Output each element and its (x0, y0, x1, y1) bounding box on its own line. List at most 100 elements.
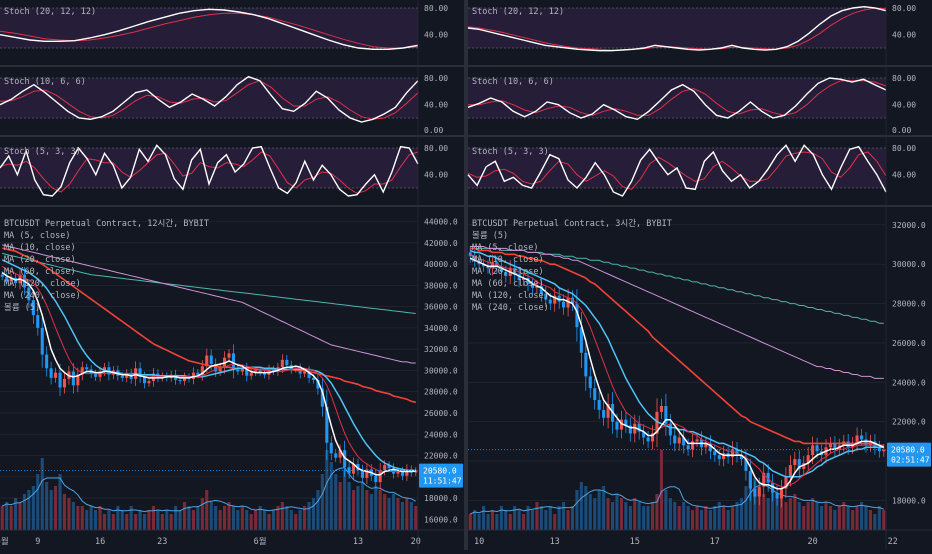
legend-item[interactable]: 볼륨 (5) (4, 302, 40, 313)
volume-bar (633, 498, 637, 530)
legend-item[interactable]: MA (240, close) (4, 291, 81, 301)
legend-item[interactable]: MA (60, close) (4, 267, 76, 277)
candle-body (58, 372, 62, 388)
candle-body (85, 367, 89, 370)
stoch-panel-2[interactable]: Stoch (10, 6, 6) 80.00 40.00 0.00 (467, 74, 932, 137)
candle-body (570, 297, 574, 304)
candle-body (682, 437, 686, 446)
candle-body (860, 435, 864, 440)
candle-body (766, 472, 770, 483)
volume-bar (98, 506, 102, 530)
legend-item[interactable]: MA (20, close) (4, 255, 76, 265)
candle-body (316, 380, 320, 389)
volume-bar (254, 510, 258, 530)
volume-bar (842, 502, 846, 530)
candle-body (873, 441, 877, 448)
volume-bar (280, 502, 284, 530)
legend-item[interactable]: MA (10, close) (472, 255, 544, 265)
volume-bar (877, 506, 881, 530)
candle-body (779, 488, 783, 499)
legend-item[interactable]: MA (60, close) (472, 279, 544, 289)
volume-bar (802, 506, 806, 530)
candle-body (517, 274, 521, 280)
stoch-title: Stoch (5, 3, 3) (4, 147, 81, 157)
stoch-tick-label: 80.00 (424, 74, 448, 83)
stoch-panel-3[interactable]: Stoch (5, 3, 3) 80.00 40.00 (467, 144, 932, 207)
volume-bar (544, 510, 548, 530)
candle-body (0, 274, 4, 277)
volume-bar (873, 514, 877, 530)
volume-bar (731, 506, 735, 530)
candle-body (396, 471, 400, 474)
candle-body (686, 445, 690, 450)
price-panel[interactable]: BTCUSDT Perpetual Contract, 12시간, BYBIT M… (0, 0, 464, 550)
volume-bar (642, 506, 646, 530)
volume-bar (369, 494, 373, 530)
volume-bar (191, 510, 195, 530)
price-tick-label: 26000.0 (892, 339, 926, 348)
volume-bar (655, 494, 659, 530)
legend-item[interactable]: 볼륨 (5) (472, 230, 508, 241)
volume-bar (383, 494, 387, 530)
volume-bar (651, 502, 655, 530)
candle-body (102, 367, 106, 372)
candle-body (708, 443, 712, 452)
ma20-line (1, 259, 416, 472)
candle-body (311, 377, 315, 380)
volume-bar (129, 506, 133, 530)
legend-item[interactable]: MA (5, close) (472, 243, 539, 253)
candle-body (334, 453, 338, 458)
volume-bar (387, 498, 391, 530)
candle-body (748, 470, 752, 489)
countdown-label: 11:51:47 (423, 477, 462, 486)
volume-bar (775, 494, 779, 530)
stoch-panel-2[interactable]: Stoch (10, 6, 6) 80.00 40.00 0.00 (0, 74, 464, 137)
candle-body (802, 463, 806, 469)
stoch-panel-3[interactable]: Stoch (5, 3, 3) 80.00 40.00 (0, 144, 464, 207)
stoch-panel-1[interactable]: Stoch (20, 12, 12) 80.00 40.00 (467, 4, 932, 67)
price-tick-label: 32000.0 (424, 345, 458, 354)
stoch-tick-label: 40.00 (424, 101, 448, 110)
legend-item[interactable]: MA (10, close) (4, 243, 76, 253)
stoch-panel-1[interactable]: Stoch (20, 12, 12) 80.00 40.00 (0, 4, 464, 67)
legend-item[interactable]: MA (120, close) (472, 291, 549, 301)
x-axis-label: 13 (353, 537, 363, 547)
volume-bar (793, 494, 797, 530)
candle-body (27, 287, 31, 301)
candle-body (846, 441, 850, 448)
volume-bar (40, 458, 44, 530)
x-axis-label: 22 (888, 537, 898, 547)
volume-bar (593, 498, 597, 530)
candle-body (784, 476, 788, 489)
legend-item[interactable]: MA (240, close) (472, 303, 549, 313)
ma10-line (1, 265, 416, 472)
volume-bar (125, 514, 129, 530)
legend-item[interactable]: MA (120, close) (4, 279, 81, 289)
legend-item[interactable]: MA (5, close) (4, 231, 71, 241)
volume-bar (94, 510, 98, 530)
layout-divider-vertical[interactable] (464, 0, 468, 550)
candle-body (271, 369, 275, 372)
volume-bar (522, 514, 526, 530)
volume-bar (682, 502, 686, 530)
candle-body (744, 459, 748, 471)
candle-body (646, 437, 650, 442)
candle-body (263, 372, 267, 375)
candle-body (575, 303, 579, 328)
legend-item[interactable]: MA (20, close) (472, 267, 544, 277)
volume-bar (864, 506, 868, 530)
volume-bar (668, 498, 672, 530)
candle-body (9, 277, 13, 282)
volume-bar (566, 510, 570, 530)
price-panel[interactable]: BTCUSDT Perpetual Contract, 3시간, BYBIT볼륨… (468, 0, 932, 550)
candle-body (191, 372, 195, 379)
volume-bar (486, 514, 490, 530)
candle-body (486, 266, 490, 269)
x-axis-label: 23 (157, 537, 167, 547)
x-axis-label: 6월 (254, 536, 267, 547)
x-axis-label: 15 (630, 537, 640, 547)
price-tick-label: 38000.0 (424, 281, 458, 290)
